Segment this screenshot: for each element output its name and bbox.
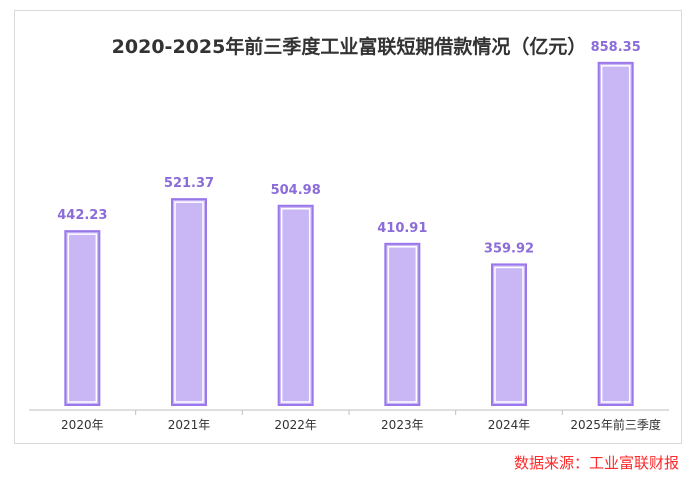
bar-inner-outline-3 xyxy=(387,246,418,403)
category-label-4: 2024年 xyxy=(488,418,531,432)
chart-frame: 2020-2025年前三季度工业富联短期借款情况（亿元） 442.23 521.3… xyxy=(14,10,682,444)
value-label-0: 442.23 xyxy=(57,208,107,223)
bar-4 xyxy=(491,263,527,406)
bar-inner-outline-1 xyxy=(174,201,204,403)
category-label-1: 2021年 xyxy=(168,418,211,432)
bar-chart: 2020-2025年前三季度工业富联短期借款情况（亿元） 442.23 521.3… xyxy=(29,35,669,432)
value-label-5: 858.35 xyxy=(591,40,641,55)
bar-0 xyxy=(64,230,101,406)
bar-3 xyxy=(384,242,421,406)
value-label-4: 359.92 xyxy=(484,241,534,256)
category-label-0: 2020年 xyxy=(61,418,104,432)
category-label-5: 2025年前三季度 xyxy=(570,417,661,432)
value-label-3: 410.91 xyxy=(377,221,427,236)
bar-inner-outline-2 xyxy=(280,208,311,403)
chart-title: 2020-2025年前三季度工业富联短期借款情况（亿元） xyxy=(112,35,587,58)
bar-2 xyxy=(277,204,314,406)
value-label-2: 504.98 xyxy=(271,183,321,198)
source-note: 数据来源：工业富联财报 xyxy=(513,454,679,472)
category-label-3: 2023年 xyxy=(381,418,424,432)
bar-5 xyxy=(597,61,634,406)
value-label-1: 521.37 xyxy=(164,176,214,191)
bar-inner-outline-0 xyxy=(67,233,98,403)
category-label-2: 2022年 xyxy=(274,418,317,432)
bar-inner-outline-4 xyxy=(494,266,524,403)
bar-1 xyxy=(171,198,207,406)
bar-inner-outline-5 xyxy=(600,65,631,403)
